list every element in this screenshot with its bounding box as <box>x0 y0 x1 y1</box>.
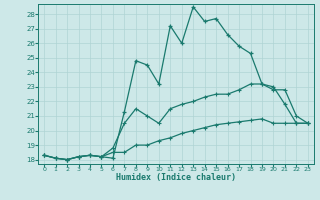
X-axis label: Humidex (Indice chaleur): Humidex (Indice chaleur) <box>116 173 236 182</box>
